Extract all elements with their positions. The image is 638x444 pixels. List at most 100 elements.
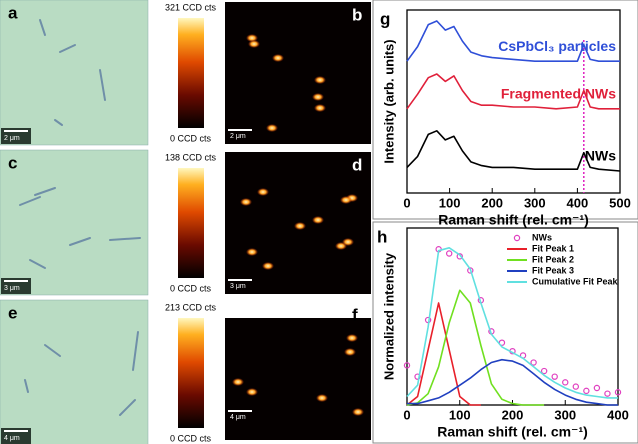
bright-spot [246, 248, 258, 256]
series-line [406, 302, 481, 406]
series-line [406, 289, 545, 406]
data-point [583, 387, 590, 395]
colorbar [178, 318, 204, 428]
data-point [414, 373, 421, 380]
bright-spot [316, 394, 328, 402]
colorbar [178, 18, 204, 128]
x-tick-label: 500 [609, 195, 631, 210]
series-line [407, 358, 618, 406]
x-tick-label: 100 [439, 195, 461, 210]
colorbar [178, 168, 204, 278]
legend-label: Fit Peak 2 [532, 254, 574, 264]
legend-label: Cumulative Fit Peak [532, 276, 619, 286]
nanowire [99, 69, 106, 101]
series-line [406, 247, 618, 399]
panel-letter: c [8, 153, 17, 172]
bright-spot [352, 408, 364, 416]
panel-letter: b [352, 5, 362, 24]
y-axis-label: Intensity (arb. units) [381, 39, 396, 163]
nanowire [24, 379, 29, 393]
micrograph [0, 299, 149, 444]
bright-spot [246, 388, 258, 396]
micrograph [0, 149, 149, 296]
data-point [403, 362, 411, 369]
nanowire [39, 19, 46, 36]
bright-spot [294, 222, 306, 230]
nanowire [109, 237, 141, 241]
nanowire [119, 399, 136, 416]
panel-letter: g [380, 9, 390, 28]
colorbar-max: 138 CCD cts [165, 152, 217, 162]
scale-bar-label: 4 μm [4, 435, 20, 442]
x-tick-label: 300 [554, 407, 576, 422]
panel-letter: d [352, 155, 362, 174]
colorbar-max: 213 CCD cts [165, 302, 217, 312]
y-axis-label: Normalized intensity [381, 252, 396, 380]
legend-marker [513, 234, 521, 242]
x-tick-label: 400 [607, 407, 629, 422]
series-label: NWs [585, 148, 616, 164]
bright-spot [342, 238, 354, 246]
series-label: CsPbCl₃ particles [498, 38, 616, 54]
bright-spot [312, 93, 324, 101]
data-point [530, 359, 537, 366]
data-point [562, 379, 569, 386]
nanowire [132, 331, 139, 371]
data-point [551, 373, 558, 380]
nanowire [59, 44, 76, 53]
data-point [614, 389, 622, 396]
x-tick-label: 100 [449, 407, 471, 422]
legend-label: Fit Peak 3 [532, 265, 574, 275]
panel-letter: a [8, 3, 18, 22]
panel-letter: e [8, 303, 17, 322]
scale-bar-label: 3 μm [230, 283, 246, 290]
nanowire [19, 196, 41, 206]
colorbar-min: 0 CCD cts [170, 283, 212, 293]
plot-area [406, 9, 621, 194]
bright-spot [314, 76, 326, 84]
colorbar-max: 321 CCD cts [165, 2, 217, 12]
data-point [604, 390, 611, 397]
x-tick-label: 400 [567, 195, 589, 210]
panel-letter: f [352, 305, 358, 324]
x-axis-label: Raman shift (rel. cm⁻¹) [437, 424, 588, 440]
series-line [406, 130, 621, 172]
bright-spot [262, 262, 274, 270]
scale-bar-label: 4 μm [230, 414, 246, 421]
nanowire [29, 259, 46, 269]
series-label: Fragmented NWs [501, 86, 616, 102]
x-tick-label: 0 [403, 195, 410, 210]
data-point [593, 384, 601, 392]
bright-spot [346, 334, 358, 342]
bright-spot [266, 124, 278, 132]
series-line [406, 20, 620, 62]
panel-letter: h [377, 227, 387, 246]
x-axis-label: Raman shift (rel. cm⁻¹) [438, 212, 589, 228]
data-point [446, 250, 453, 257]
x-tick-label: 200 [481, 195, 503, 210]
data-point [456, 253, 463, 260]
panel-h-frame [372, 221, 638, 444]
data-point [572, 383, 580, 390]
x-tick-label: 300 [524, 195, 546, 210]
x-tick-label: 200 [502, 407, 524, 422]
scale-bar-label: 3 μm [4, 285, 20, 292]
bright-spot [248, 40, 260, 48]
panel-g-frame [372, 0, 638, 220]
x-tick-label: 0 [403, 407, 410, 422]
nanowire [34, 187, 56, 196]
colorbar-min: 0 CCD cts [170, 133, 212, 143]
bright-spot [314, 104, 326, 112]
bright-spot [246, 34, 258, 42]
colorbar-min: 0 CCD cts [170, 433, 212, 443]
legend-label: Fit Peak 1 [532, 243, 574, 253]
nanowire [44, 344, 61, 357]
nanowire [69, 237, 91, 246]
micrograph [0, 0, 149, 146]
bright-spot [257, 188, 269, 196]
legend-label: NWs [532, 232, 552, 242]
bright-spot [312, 216, 324, 224]
bright-spot [340, 196, 352, 204]
bright-spot [232, 378, 244, 386]
